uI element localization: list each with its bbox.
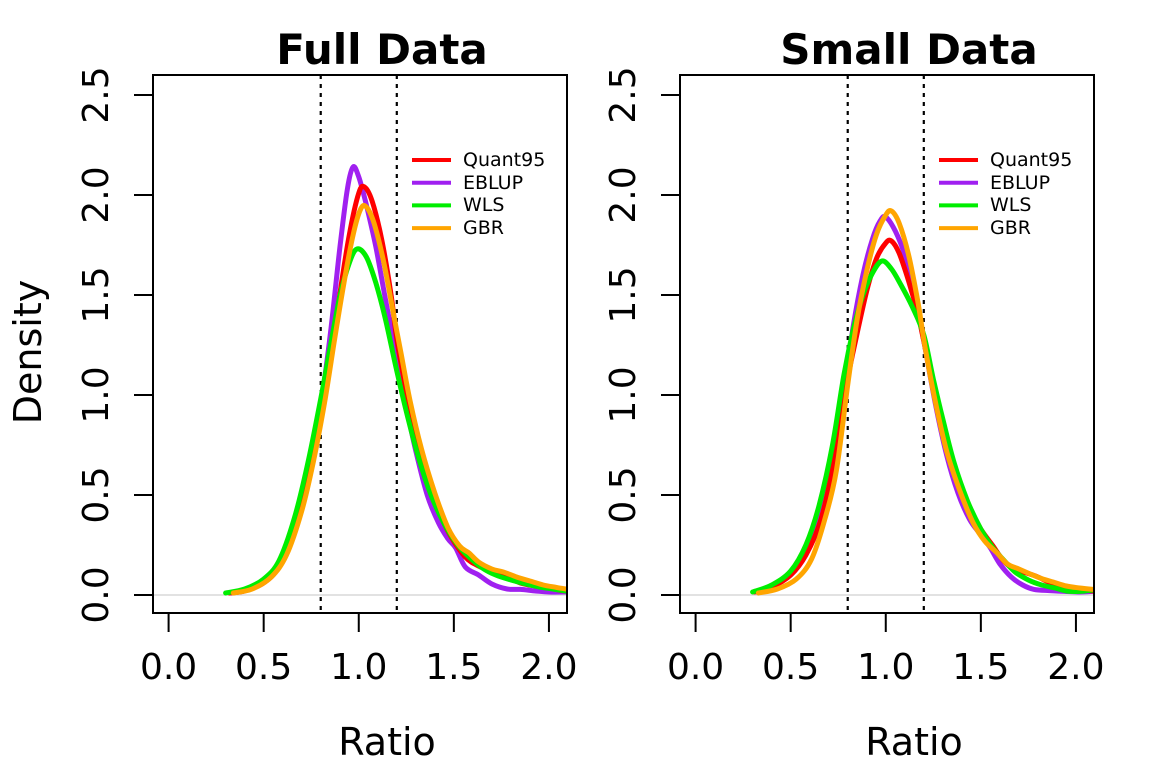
x-tick-label: 0.0 <box>139 647 198 688</box>
plot-area-0 <box>153 75 567 613</box>
plot-box <box>679 74 1095 614</box>
y-tick-label: 0.5 <box>603 466 644 524</box>
plot-box <box>152 74 568 614</box>
x-tick-label: 2.0 <box>1047 647 1105 688</box>
legend-label-eblup: EBLUP <box>463 171 524 194</box>
panel-title-full-data: Full Data <box>276 25 488 74</box>
x-tick-label: 1.0 <box>330 647 388 688</box>
legend-label-eblup: EBLUP <box>990 171 1051 194</box>
density-curve-gbr <box>755 208 1094 596</box>
y-tick-label: 1.5 <box>76 266 117 324</box>
legend-label-quant95: Quant95 <box>463 149 546 171</box>
legend-label-wls: WLS <box>463 194 505 217</box>
x-tick-label: 2.0 <box>520 647 578 688</box>
x-tick-label: 0.5 <box>762 647 820 688</box>
panel-title-small-data: Small Data <box>780 25 1038 74</box>
y-tick-label: 1.5 <box>603 266 644 324</box>
x-axis-label-small-data: Ratio <box>865 720 963 764</box>
x-axis-label-full-data: Ratio <box>338 720 436 764</box>
x-tick-label: 1.5 <box>425 647 483 688</box>
density-curve-gbr <box>230 202 567 596</box>
y-tick-label: 2.0 <box>603 166 644 224</box>
x-tick-label: 1.0 <box>857 647 915 688</box>
y-tick-label: 0.0 <box>76 566 117 624</box>
plot-area-1 <box>680 75 1094 613</box>
x-tick-label: 0.5 <box>235 647 293 688</box>
y-tick-label: 1.0 <box>603 366 644 424</box>
legend-label-wls: WLS <box>990 194 1032 217</box>
y-tick-label: 0.5 <box>76 466 117 524</box>
legend-label-gbr: GBR <box>990 217 1031 240</box>
y-tick-label: 1.0 <box>76 366 117 424</box>
x-tick-label: 1.5 <box>952 647 1010 688</box>
density-curve-wls <box>223 246 567 596</box>
legend-label-quant95: Quant95 <box>990 149 1073 171</box>
y-tick-label: 2.5 <box>603 66 644 124</box>
y-tick-label: 2.0 <box>76 166 117 224</box>
y-tick-label: 0.0 <box>603 566 644 624</box>
y-axis-label: Density <box>6 279 50 425</box>
y-tick-label: 2.5 <box>76 66 117 124</box>
legend-label-gbr: GBR <box>463 217 504 240</box>
x-tick-label: 0.0 <box>666 647 725 688</box>
